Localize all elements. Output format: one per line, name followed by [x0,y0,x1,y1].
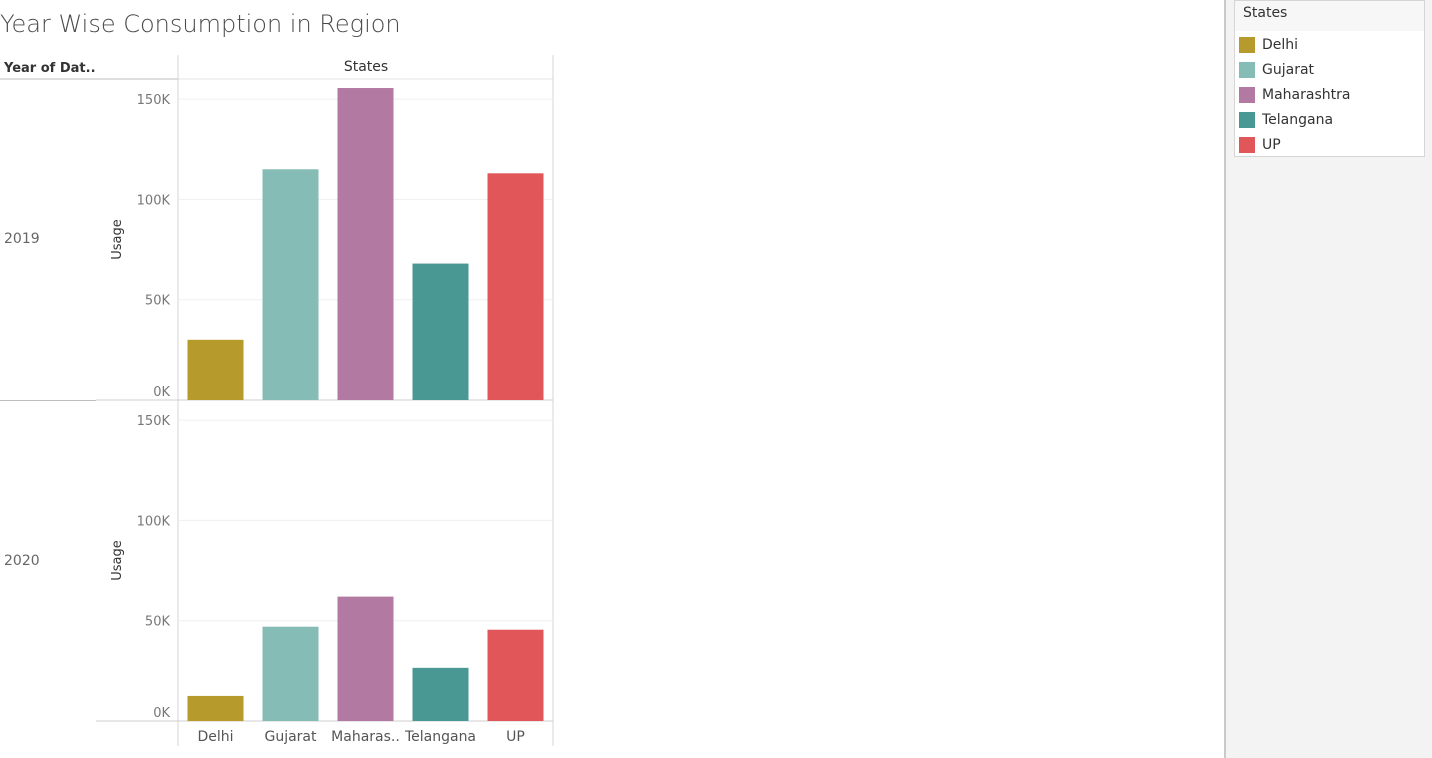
bar-2019-maharashtra [337,88,394,400]
x-tick-label-gujarat: Gujarat [264,729,317,745]
legend-title: States [1243,5,1288,21]
legend-swatch-maharashtra [1239,87,1255,103]
x-tick-label-telangana: Telangana [404,729,476,745]
legend-item-up[interactable]: UP [1239,135,1281,155]
bar-2020-telangana [412,667,469,721]
chart-title: Year Wise Consumption in Region [0,10,401,38]
legend-swatch-delhi [1239,37,1255,53]
y-axis-label-2019: Usage [110,219,125,260]
year-label-2019: 2019 [4,231,40,247]
y-tick-label-2019-1: 50K [145,294,171,309]
y-tick-label-2020-1: 50K [145,615,171,630]
x-tick-label-maharashtra: Maharas.. [331,729,400,745]
legend-label-up: UP [1262,137,1281,153]
bar-2020-maharashtra [337,596,394,721]
y-tick-label-2020-3: 150K [137,414,171,429]
bar-2019-delhi [187,339,244,400]
bar-2020-delhi [187,695,244,721]
bar-2019-telangana [412,263,469,400]
year-label-2020: 2020 [4,553,40,569]
y-axis-label-2020: Usage [110,540,125,581]
y-tick-label-2020-2: 100K [137,514,171,529]
bar-2020-gujarat [262,626,319,721]
bar-2019-gujarat [262,169,319,400]
states-column-header[interactable]: States [343,59,389,75]
legend-item-telangana[interactable]: Telangana [1239,110,1333,130]
x-tick-label-up: UP [506,729,525,745]
legend-swatch-telangana [1239,112,1255,128]
legend-item-delhi[interactable]: Delhi [1239,35,1298,55]
legend-swatch-up [1239,137,1255,153]
legend-label-maharashtra: Maharashtra [1262,87,1351,103]
bar-2020-up [487,629,544,721]
bar-chart: 0K 50K 100K 150K Usage 0K 50K 100K 150K Usage Delh… [0,55,554,746]
legend-header [1235,1,1424,31]
legend: States Delhi Gujarat Maharashtra Telanga… [1234,0,1425,157]
bar-2019-up [487,173,544,400]
y-tick-label-2019-3: 150K [137,93,171,108]
y-tick-label-2019-0: 0K [153,385,170,400]
legend-item-gujarat[interactable]: Gujarat [1239,60,1314,80]
legend-swatch-gujarat [1239,62,1255,78]
y-tick-label-2020-0: 0K [153,706,170,721]
legend-label-gujarat: Gujarat [1262,62,1315,78]
y-tick-label-2019-2: 100K [137,193,171,208]
legend-label-delhi: Delhi [1262,37,1299,53]
legend-item-maharashtra[interactable]: Maharashtra [1239,85,1350,105]
x-tick-label-delhi: Delhi [197,729,233,745]
year-column-header[interactable]: Year of Dat.. [4,61,96,76]
legend-label-telangana: Telangana [1262,112,1334,128]
